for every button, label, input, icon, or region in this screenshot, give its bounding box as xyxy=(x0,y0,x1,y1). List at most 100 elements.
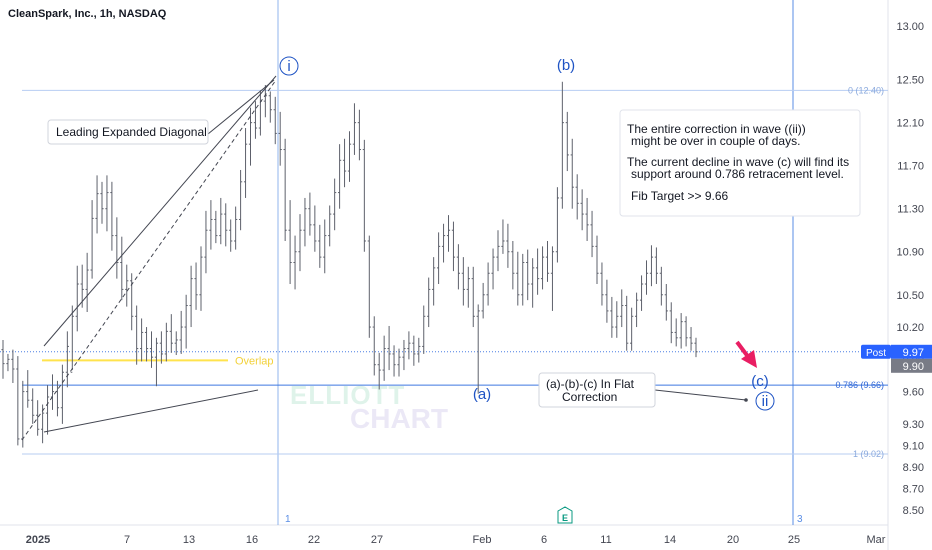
ohlc-bar xyxy=(550,246,555,311)
last-price-badge-value: 9.90 xyxy=(903,361,924,373)
ohlc-bar xyxy=(308,192,312,236)
ohlc-bar xyxy=(555,187,559,263)
ohlc-bar xyxy=(511,240,515,290)
ohlc-bar xyxy=(248,107,253,166)
ohlc-bar xyxy=(95,175,99,234)
ohlc-bar xyxy=(362,139,366,252)
price-tick-label: 9.10 xyxy=(903,440,924,452)
ohlc-bar xyxy=(417,337,421,363)
ohlc-bar xyxy=(506,223,510,268)
diagonal-label: Leading Expanded Diagonal xyxy=(56,125,207,139)
price-badges: Post 9.97 9.90 xyxy=(861,344,932,373)
diagonal-label-box: Leading Expanded Diagonal xyxy=(47,119,209,145)
ohlc-bar xyxy=(610,296,614,338)
time-tick-label: 13 xyxy=(183,534,195,546)
ohlc-bar xyxy=(679,313,683,349)
time-tick-label: Mar xyxy=(867,534,886,546)
ohlc-bar xyxy=(144,327,149,362)
ohlc-bar xyxy=(585,197,589,241)
ohlc-bar xyxy=(397,348,401,377)
ohlc-bar xyxy=(229,219,233,252)
price-tick-label: 10.50 xyxy=(896,290,924,302)
ohlc-bar xyxy=(149,331,154,368)
watermark-line2: CHART xyxy=(350,403,448,434)
ohlc-bar xyxy=(516,251,520,306)
ohlc-bar xyxy=(422,305,426,354)
ohlc-bar xyxy=(694,337,698,358)
ohlc-bar xyxy=(437,232,441,285)
post-badge-value: 9.97 xyxy=(903,347,924,359)
ohlc-bar xyxy=(169,314,173,353)
analysis-note-box: The entire correction in wave ((ii)) mig… xyxy=(619,109,861,217)
wave-ii-circle xyxy=(755,391,775,411)
ohlc-bar xyxy=(620,289,624,328)
ohlc-bar xyxy=(392,345,396,377)
ohlc-bar xyxy=(105,175,109,232)
ohlc-bar xyxy=(387,325,391,371)
ohlc-bar xyxy=(318,224,322,268)
ohlc-bar xyxy=(65,331,69,388)
note-line-1: The entire correction in wave ((ii)) xyxy=(627,122,806,136)
wave-i-label: i xyxy=(287,58,290,75)
price-tick-label: 13.00 xyxy=(896,21,924,33)
ohlc-bar xyxy=(273,96,277,145)
time-tick-label: 6 xyxy=(541,534,547,546)
earnings-marker[interactable]: E xyxy=(557,506,573,524)
ohlc-bar xyxy=(412,335,416,366)
time-tick-label: 11 xyxy=(600,534,611,546)
post-badge-label-bg xyxy=(861,344,891,359)
ohlc-bar xyxy=(377,352,381,390)
wave-ii-label: ii xyxy=(762,393,769,410)
ohlc-bar xyxy=(446,215,451,252)
fib-label-1: 0.786 (9.66) xyxy=(835,380,884,390)
time-tick-label: 7 xyxy=(124,534,130,546)
flat-correction-pointer xyxy=(654,389,747,401)
ohlc-bar xyxy=(372,316,376,376)
ohlc-bar xyxy=(575,174,579,220)
ohlc-bar xyxy=(11,349,15,383)
price-tick-label: 11.30 xyxy=(897,204,924,216)
ohlc-bar xyxy=(219,197,223,245)
price-tick-label: 10.20 xyxy=(896,322,924,334)
ohlc-bar xyxy=(333,178,337,231)
chart-title: CleanSpark, Inc., 1h, NASDAQ xyxy=(8,8,167,20)
ohlc-bar xyxy=(357,109,361,161)
flat-correction-line2: Correction xyxy=(562,390,617,404)
note-line-3: The current decline in wave (c) will fin… xyxy=(627,155,849,169)
ohlc-bar xyxy=(402,339,406,371)
ohlc-bar xyxy=(639,275,644,311)
note-line-4: support around 0.786 retracement level. xyxy=(631,167,844,181)
note-line-2: might be over in couple of days. xyxy=(631,134,800,148)
ohlc-bar xyxy=(189,265,193,328)
flat-correction-box: (a)-(b)-(c) In Flat Correction xyxy=(538,372,748,408)
price-tick-label: 8.90 xyxy=(903,462,924,474)
ohlc-bar xyxy=(288,200,292,285)
price-tick-label: 9.60 xyxy=(903,387,924,399)
ohlc-bar xyxy=(496,230,500,272)
ohlc-bar xyxy=(184,294,188,349)
diagonal-upper-line xyxy=(43,75,277,347)
wave-c-label: (c) xyxy=(751,373,769,390)
ohlc-bar xyxy=(16,356,20,446)
ohlc-bar xyxy=(461,257,465,306)
ohlc-bar xyxy=(85,252,89,312)
ohlc-bar xyxy=(125,264,129,307)
ohlc-bar xyxy=(36,400,40,436)
ohlc-bar xyxy=(432,257,436,306)
ohlc-bar xyxy=(120,236,124,301)
wave-a-label: (a) xyxy=(473,386,491,403)
post-badge-label: Post xyxy=(866,348,886,359)
fib-label-2: 1 (9.02) xyxy=(853,449,884,459)
vertical-line-1-label: 1 xyxy=(285,514,291,525)
ohlc-bar xyxy=(540,246,545,290)
time-axis[interactable]: 2025 7 13 16 22 27 Feb 6 11 14 20 25 Mar xyxy=(26,534,886,546)
ohlc-bar xyxy=(595,235,599,285)
fib-label-0: 0 (12.40) xyxy=(848,85,884,95)
ohlc-bar xyxy=(6,353,10,372)
wave-labels: i (b) (a) (c) ii xyxy=(279,56,775,411)
earnings-marker-label: E xyxy=(562,513,568,523)
ohlc-bar xyxy=(338,144,342,209)
ohlc-bar xyxy=(239,169,243,231)
ohlc-bar xyxy=(615,301,619,338)
